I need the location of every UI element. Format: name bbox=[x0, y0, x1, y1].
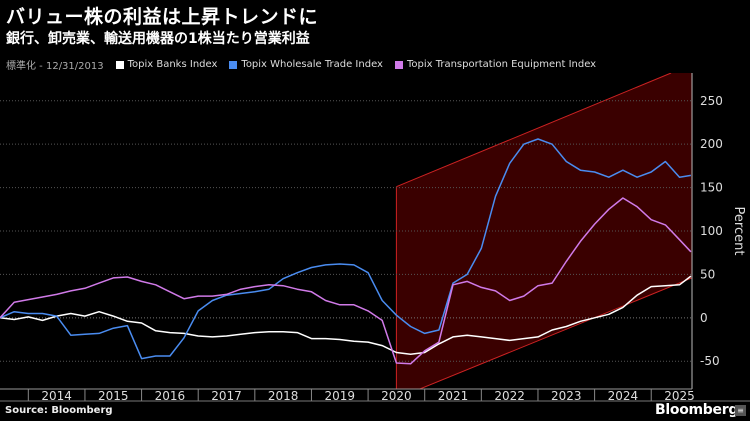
legend-entry-transport: Topix Transportation Equipment Index bbox=[394, 59, 597, 70]
y-tick-label: 200 bbox=[700, 137, 723, 151]
bloomberg-logo: Bloomberg bbox=[655, 402, 739, 418]
x-tick-label: 2021 bbox=[438, 389, 469, 403]
y-tick-label: 100 bbox=[700, 224, 723, 238]
trend-channel-upper bbox=[396, 73, 672, 188]
legend-label-wholesale: Topix Wholesale Trade Index bbox=[241, 59, 383, 70]
legend-swatch-banks bbox=[115, 60, 124, 69]
series-line-2 bbox=[0, 197, 692, 365]
legend-label-banks: Topix Banks Index bbox=[127, 59, 218, 70]
x-tick-label: 2020 bbox=[381, 389, 412, 403]
chart-title: バリュー株の利益は上昇トレンドに bbox=[6, 6, 319, 28]
x-tick-label: 2025 bbox=[664, 389, 695, 403]
legend-label-transport: Topix Transportation Equipment Index bbox=[406, 59, 597, 70]
x-tick-label: 2022 bbox=[494, 389, 525, 403]
x-tick-label: 2018 bbox=[268, 389, 299, 403]
series-line-1 bbox=[0, 138, 692, 360]
y-tick-label: -50 bbox=[700, 354, 720, 368]
x-tick-label: 2019 bbox=[324, 389, 355, 403]
y-tick-label: 50 bbox=[700, 267, 715, 281]
x-tick-label: 2014 bbox=[41, 389, 72, 403]
x-tick-label: 2015 bbox=[98, 389, 129, 403]
legend-entry-wholesale: Topix Wholesale Trade Index bbox=[229, 59, 383, 70]
x-tick-label: 2017 bbox=[211, 389, 242, 403]
source-note: Source: Bloomberg bbox=[5, 405, 113, 416]
trend-channel-lower bbox=[418, 277, 692, 389]
y-tick-label: 150 bbox=[700, 181, 723, 195]
y-axis-label: Percent bbox=[731, 207, 746, 256]
x-axis-band bbox=[0, 389, 750, 401]
legend-entry-banks: Topix Banks Index bbox=[115, 59, 218, 70]
legend: 標準化 - 12/31/2013 Topix Banks Index Topix… bbox=[6, 57, 608, 72]
normalization-note: 標準化 - 12/31/2013 bbox=[6, 61, 104, 72]
series-line-0 bbox=[0, 275, 692, 356]
chart-subtitle: 銀行、卸売業、輸送用機器の1株当たり営業利益 bbox=[6, 31, 310, 47]
bloomberg-terminal-icon: ≡ bbox=[735, 405, 746, 416]
legend-swatch-transport bbox=[394, 60, 403, 69]
y-tick-label: 0 bbox=[700, 311, 708, 325]
legend-swatch-wholesale bbox=[229, 60, 238, 69]
y-tick-label: 250 bbox=[700, 94, 723, 108]
x-tick-label: 2016 bbox=[155, 389, 186, 403]
x-tick-label: 2023 bbox=[551, 389, 582, 403]
x-tick-label: 2024 bbox=[608, 389, 639, 403]
trend-channel-fill bbox=[396, 73, 692, 389]
